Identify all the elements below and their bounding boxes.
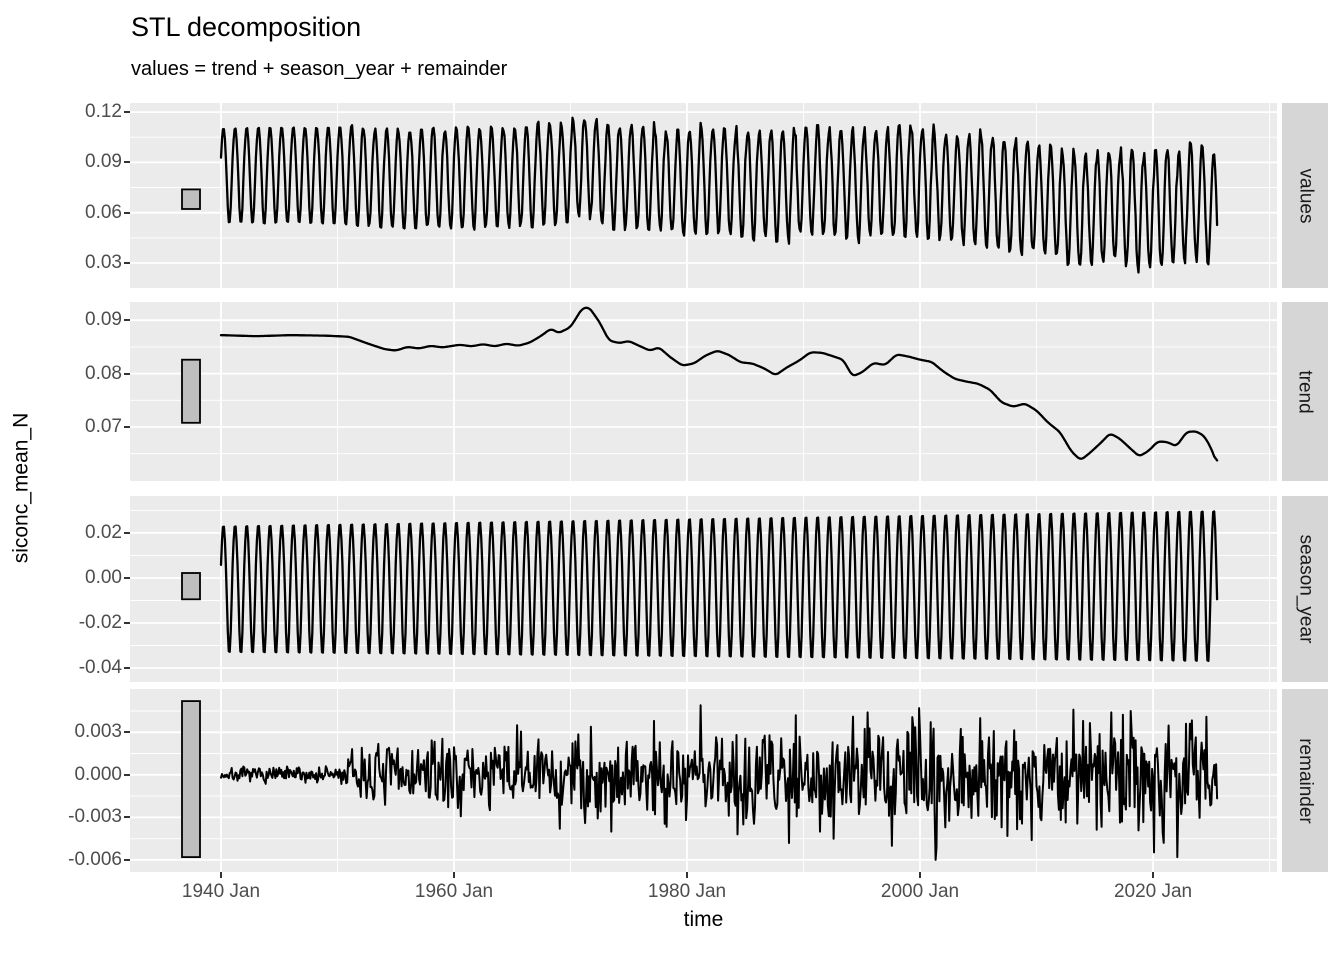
series-line-season_year bbox=[219, 510, 1219, 662]
x-tick-label: 1940 Jan bbox=[181, 881, 261, 902]
strip-label-values: values bbox=[1295, 168, 1317, 223]
panel-bg-trend bbox=[130, 302, 1277, 481]
y-tick-mark bbox=[124, 773, 130, 776]
x-tick-mark bbox=[686, 872, 688, 878]
y-tick-mark bbox=[124, 858, 130, 861]
y-tick-mark bbox=[124, 731, 130, 734]
y-tick-label-trend: 0.09 bbox=[85, 309, 122, 331]
x-tick-mark bbox=[919, 872, 922, 878]
y-tick-label-trend: 0.08 bbox=[85, 362, 122, 384]
y-tick-label-season_year: -0.02 bbox=[78, 612, 122, 633]
range-bar-trend bbox=[181, 358, 201, 424]
panel-svg-season_year bbox=[130, 496, 1277, 682]
strip-remainder: remainder bbox=[1282, 689, 1328, 872]
y-tick-label-remainder: -0.003 bbox=[68, 806, 122, 828]
range-bar-season_year bbox=[181, 572, 201, 601]
y-tick-mark bbox=[124, 262, 130, 264]
y-tick-mark bbox=[124, 667, 130, 670]
y-tick-label-remainder: 0.000 bbox=[74, 763, 122, 785]
y-tick-mark bbox=[124, 816, 130, 819]
x-tick-label: 2020 Jan bbox=[1113, 881, 1193, 902]
strip-label-season_year: season_year bbox=[1295, 534, 1317, 644]
series-line-remainder bbox=[220, 704, 1219, 861]
x-tick-mark bbox=[453, 872, 455, 878]
y-tick-label-values: 0.03 bbox=[85, 252, 122, 273]
y-tick-mark bbox=[124, 622, 130, 624]
y-tick-label-season_year: 0.00 bbox=[85, 566, 122, 588]
series-line-trend bbox=[219, 306, 1219, 462]
panel-svg-remainder bbox=[130, 689, 1277, 872]
y-tick-label-values: 0.09 bbox=[85, 151, 122, 173]
panel-svg-trend bbox=[130, 302, 1277, 481]
y-tick-label-season_year: 0.02 bbox=[85, 521, 122, 543]
x-tick-mark bbox=[1152, 872, 1155, 878]
y-tick-label-trend: 0.07 bbox=[85, 416, 122, 438]
y-tick-label-season_year: -0.04 bbox=[78, 657, 122, 679]
y-tick-mark bbox=[124, 426, 130, 429]
strip-label-trend: trend bbox=[1295, 369, 1316, 414]
x-tick-label: 2000 Jan bbox=[880, 881, 960, 902]
plot-subtitle: values = trend + season_year + remainder bbox=[131, 58, 508, 80]
y-tick-layer: 0.12 0.09 0.06 0.03 0.09 0.08 0.07 0.02 0.00 -0.0… bbox=[0, 0, 122, 960]
y-tick-label-values: 0.12 bbox=[85, 101, 122, 123]
y-tick-mark bbox=[124, 161, 130, 164]
x-axis-title: time bbox=[683, 908, 724, 931]
strip-values: values bbox=[1282, 103, 1328, 288]
panel-svg-values bbox=[130, 103, 1277, 288]
y-tick-label-values: 0.06 bbox=[85, 201, 122, 223]
y-tick-mark bbox=[124, 372, 130, 375]
y-tick-label-remainder: -0.006 bbox=[68, 848, 122, 870]
x-tick-label: 1960 Jan bbox=[414, 881, 494, 902]
y-tick-label-remainder: 0.003 bbox=[74, 721, 122, 743]
y-tick-mark bbox=[124, 211, 130, 214]
strip-season_year: season_year bbox=[1282, 496, 1328, 682]
x-tick-mark bbox=[219, 872, 222, 878]
strip-label-remainder: remainder bbox=[1295, 737, 1317, 824]
strip-trend: trend bbox=[1282, 302, 1328, 481]
y-tick-mark bbox=[124, 319, 130, 322]
x-tick-label: 1980 Jan bbox=[647, 881, 727, 902]
range-bar-remainder bbox=[181, 700, 201, 859]
y-tick-mark bbox=[124, 531, 130, 534]
y-tick-mark bbox=[124, 111, 130, 114]
y-tick-mark bbox=[124, 576, 130, 579]
range-bar-values bbox=[181, 188, 201, 210]
plot-title: STL decomposition bbox=[131, 12, 362, 42]
series-line-values bbox=[219, 116, 1219, 274]
